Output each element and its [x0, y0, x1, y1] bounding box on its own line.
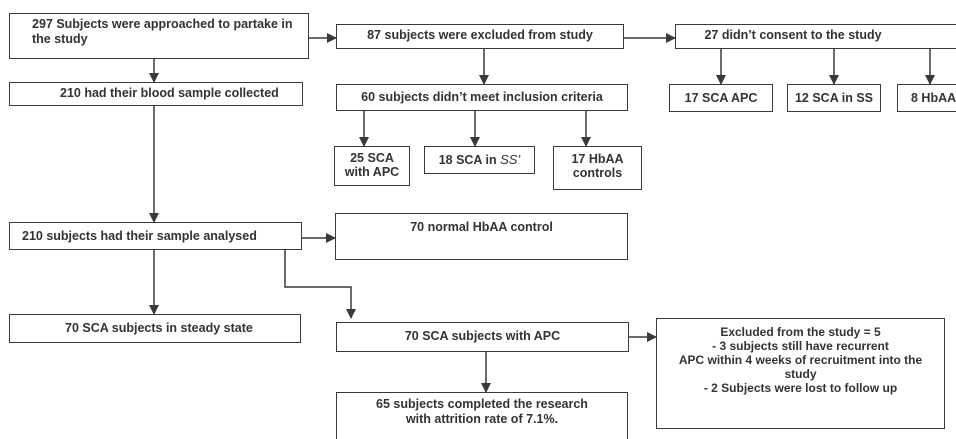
node-blood-text: 210 had their blood sample collected	[60, 86, 279, 100]
node-18-sca-symbol: SS’	[500, 152, 521, 167]
node-normal-control: 70 normal HbAA control	[335, 213, 628, 260]
node-excluded-5-line4: - 2 Subjects were lost to follow up	[703, 381, 898, 395]
node-17-hbaa-line1: 17 HbAA	[571, 152, 624, 166]
node-approached-text: 297 Subjects were approached to partake …	[32, 17, 293, 46]
node-8-hbaa: 8 HbAA	[897, 84, 956, 112]
node-steady-state: 70 SCA subjects in steady state	[9, 314, 301, 343]
node-excluded-text: 87 subjects were excluded from study	[367, 28, 593, 42]
node-completed-text: 65 subjects completed the research with …	[376, 397, 588, 426]
node-18-sca-in-ss: 18 SCA in SS’	[424, 146, 535, 174]
node-blood: 210 had their blood sample collected	[9, 82, 303, 106]
node-17-sca-apc-text: 17 SCA APC	[684, 91, 758, 105]
node-25-sca-line2: with APC	[344, 165, 400, 179]
node-17-sca-apc: 17 SCA APC	[669, 84, 773, 112]
node-25-sca-line1: 25 SCA	[350, 151, 394, 165]
node-12-sca-ss: 12 SCA in SS	[787, 84, 881, 112]
node-not-criteria: 60 subjects didn’t meet inclusion criter…	[336, 84, 628, 111]
node-18-sca-text: 18 SCA in	[438, 153, 497, 167]
node-not-criteria-text: 60 subjects didn’t meet inclusion criter…	[361, 90, 603, 104]
node-excluded-5: Excluded from the study = 5 - 3 subjects…	[656, 318, 945, 429]
node-excluded-5-line3: study	[784, 367, 817, 381]
node-excluded-5-line2: APC within 4 weeks of recruitment into t…	[678, 353, 923, 367]
node-excluded: 87 subjects were excluded from study	[336, 24, 624, 49]
node-17-hbaa-line2: controls	[572, 166, 623, 180]
node-no-consent: 27 didn’t consent to the study	[675, 24, 956, 49]
node-with-apc-text: 70 SCA subjects with APC	[404, 329, 561, 343]
node-steady-state-text: 70 SCA subjects in steady state	[65, 321, 253, 335]
node-normal-control-text: 70 normal HbAA control	[410, 220, 553, 234]
node-approached: 297 Subjects were approached to partake …	[9, 13, 309, 59]
node-25-sca-with-apc: 25 SCA with APC	[334, 146, 410, 186]
node-analysed: 210 subjects had their sample analysed	[9, 222, 302, 250]
node-excluded-5-title: Excluded from the study = 5	[720, 325, 881, 339]
node-with-apc: 70 SCA subjects with APC	[336, 322, 629, 352]
node-analysed-text: 210 subjects had their sample analysed	[22, 229, 257, 243]
node-12-sca-ss-text: 12 SCA in SS	[794, 91, 874, 105]
arrow-analysed-to-with-apc	[284, 250, 356, 319]
node-completed: 65 subjects completed the research with …	[336, 392, 628, 439]
node-17-hbaa-controls: 17 HbAA controls	[553, 146, 642, 190]
node-8-hbaa-text: 8 HbAA	[911, 91, 956, 105]
node-excluded-5-line1: - 3 subjects still have recurrent	[712, 339, 889, 353]
node-no-consent-text: 27 didn’t consent to the study	[704, 28, 882, 42]
